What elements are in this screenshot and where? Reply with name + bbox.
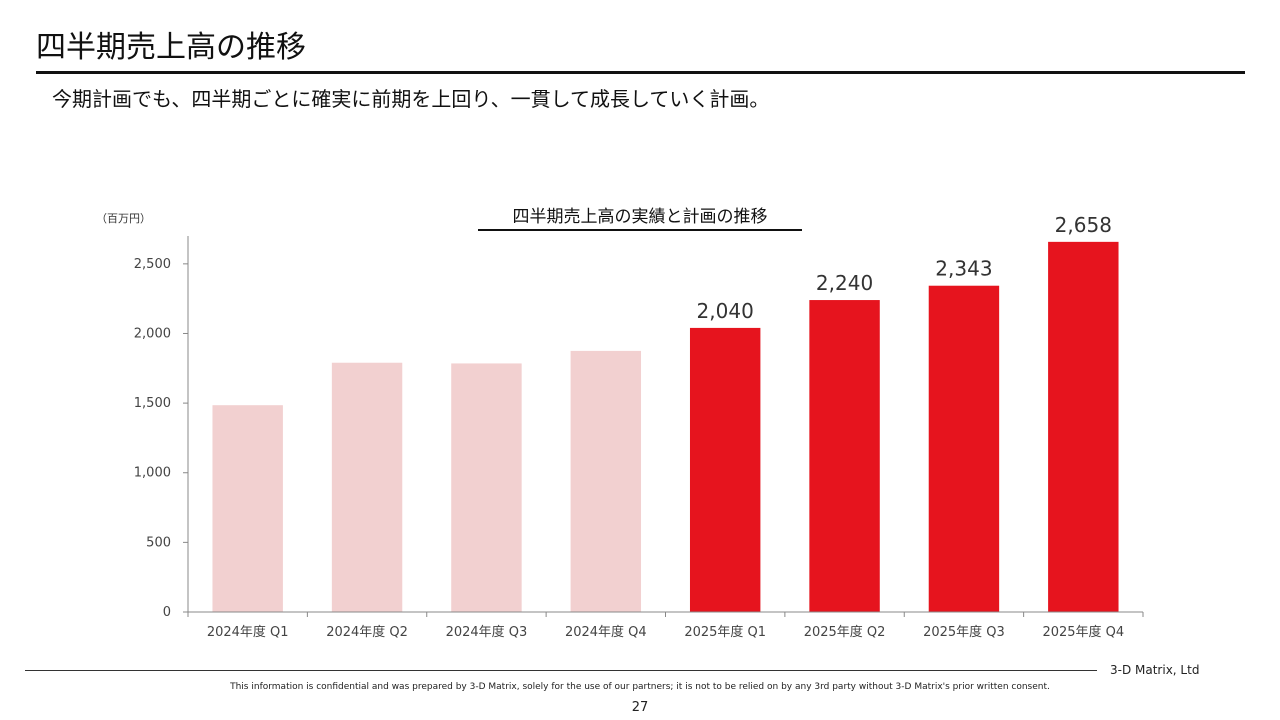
chart-title: 四半期売上高の実績と計画の推移 (513, 207, 768, 227)
bar-4 (570, 350, 642, 612)
bar-7 (928, 285, 1000, 612)
confidentiality-notice: This information is confidential and was… (230, 682, 1050, 692)
x-tick-label: 2024年度 Q2 (326, 624, 408, 640)
bar-2 (331, 362, 403, 612)
quarterly-sales-chart: 四半期売上高の実績と計画の推移 （百万円） 0 500 1,000 1,500 2,00… (96, 207, 1144, 640)
y-tick-label: 1,500 (134, 396, 171, 411)
x-tick-label: 2024年度 Q1 (207, 624, 289, 640)
data-labels-group: 2,040 2,240 2,343 2,658 (697, 213, 1112, 323)
x-tick-label: 2025年度 Q2 (804, 624, 886, 640)
page-title: 四半期売上高の推移 (36, 30, 306, 65)
company-name: 3-D Matrix, Ltd (1110, 663, 1200, 677)
x-tick-label: 2025年度 Q1 (684, 624, 766, 640)
bar-5 (689, 327, 761, 612)
page-subtitle: 今期計画でも、四半期ごとに確実に前期を上回り、一貫して成長していく計画。 (52, 87, 770, 111)
y-tick-label: 500 (146, 535, 171, 550)
y-tick-label: 2,000 (134, 326, 171, 341)
data-label: 2,240 (816, 271, 873, 295)
bars-group (212, 241, 1119, 613)
bar-3 (451, 363, 522, 612)
footer-divider (25, 670, 1097, 671)
y-tick-label: 0 (163, 605, 171, 620)
data-label: 2,040 (697, 299, 754, 323)
y-tick-label: 1,000 (134, 466, 171, 481)
data-label: 2,658 (1055, 213, 1112, 237)
unit-label: （百万円） (96, 212, 151, 225)
x-tick-label: 2024年度 Q4 (565, 624, 647, 640)
page-number: 27 (631, 700, 649, 715)
y-tick-label: 2,500 (134, 257, 171, 272)
x-tick-label: 2024年度 Q3 (446, 624, 528, 640)
y-axis: 0 500 1,000 1,500 2,000 2,500 (134, 236, 189, 620)
bar-6 (809, 300, 880, 612)
bar-8 (1048, 241, 1119, 613)
x-axis: 2024年度 Q1 2024年度 Q2 2024年度 Q3 2024年度 Q4 2025… (187, 611, 1144, 640)
data-label: 2,343 (935, 257, 992, 281)
bar-1 (212, 405, 283, 612)
x-tick-label: 2025年度 Q4 (1042, 624, 1124, 640)
x-tick-label: 2025年度 Q3 (923, 624, 1005, 640)
title-divider (36, 71, 1245, 74)
